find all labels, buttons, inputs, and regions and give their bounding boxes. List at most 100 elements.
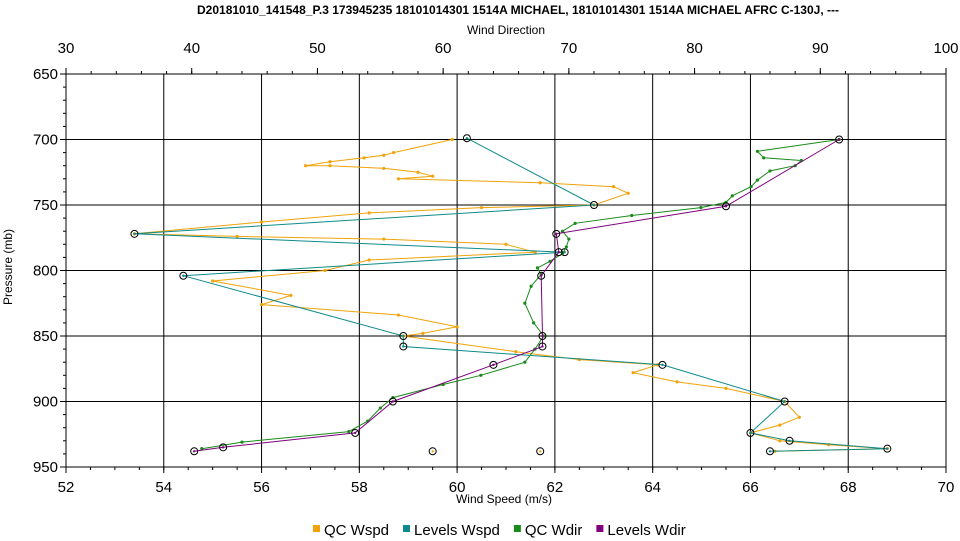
qc-wdir-point xyxy=(564,245,568,249)
legend-item-qc-wdir[interactable]: QC Wdir xyxy=(513,522,583,539)
y-tick-label: 950 xyxy=(33,459,58,476)
qc-wdir-point xyxy=(532,321,536,325)
levels-wdir-point xyxy=(538,332,547,340)
y-tick-label: 750 xyxy=(33,197,58,214)
qc-wspd-point xyxy=(611,185,616,189)
levels-wspd-point-center xyxy=(661,363,664,367)
levels-wspd-point xyxy=(130,229,139,238)
top-tick-label: 60 xyxy=(435,40,452,57)
levels-wdir-point xyxy=(554,248,563,257)
bottom-axis-label: Wind Speed (m/s) xyxy=(456,492,552,506)
qc-wspd-point xyxy=(428,447,437,456)
qc-wspd-point xyxy=(303,164,308,168)
qc-wdir-point xyxy=(529,284,533,288)
qc-wspd-point xyxy=(416,170,420,174)
qc-wspd-point xyxy=(382,166,386,170)
qc-wdir-point xyxy=(479,373,483,377)
qc-wspd-point xyxy=(235,234,239,239)
legend-label: QC Wspd xyxy=(324,522,389,539)
y-tick-label: 700 xyxy=(33,132,58,149)
qc-wspd-point xyxy=(382,237,386,241)
levels-wspd-point xyxy=(560,248,569,257)
qc-wdir-point xyxy=(378,406,382,410)
qc-wspd-point xyxy=(289,293,293,297)
qc-wspd-series xyxy=(428,447,545,456)
qc-wspd-point xyxy=(778,423,782,427)
series-layer xyxy=(130,134,892,456)
qc-wspd-point xyxy=(259,220,264,224)
qc-wdir-point xyxy=(567,237,571,241)
chart-title: D20181010_141548_P.3 173945235 181010143… xyxy=(197,3,839,17)
qc-wdir-point xyxy=(730,194,734,198)
legend[interactable]: QC Wspd Levels Wspd QC Wdir Levels Wdir xyxy=(313,522,686,539)
qc-wspd-point xyxy=(479,206,484,210)
top-tick-label: 80 xyxy=(686,40,703,57)
levels-wspd-point xyxy=(785,436,794,445)
qc-wspd-point xyxy=(367,211,371,215)
top-tick-label: 100 xyxy=(933,40,958,57)
levels-wspd-point xyxy=(399,342,408,351)
levels-wspd-point xyxy=(883,444,892,453)
qc-wdir-point xyxy=(535,266,540,270)
top-tick-label: 90 xyxy=(812,40,829,57)
legend-item-levels-wdir[interactable]: Levels Wdir xyxy=(596,522,686,539)
levels-wdir-point-center xyxy=(557,250,560,254)
legend-label: Levels Wspd xyxy=(414,522,500,539)
levels-wdir-point xyxy=(190,447,199,456)
qc-wdir-point xyxy=(347,430,351,434)
levels-wdir-point xyxy=(538,342,547,351)
levels-wspd-series xyxy=(130,134,892,456)
qc-wspd-point xyxy=(367,258,371,262)
levels-wspd-point xyxy=(462,134,471,143)
bottom-tick-label: 70 xyxy=(938,479,955,496)
qc-wspd-point xyxy=(514,350,518,354)
qc-wspd-point xyxy=(450,137,454,142)
qc-wdir-line xyxy=(201,139,840,450)
legend-item-levels-wspd[interactable]: Levels Wspd xyxy=(403,522,500,539)
levels-wdir-point xyxy=(388,397,397,406)
qc-wspd-point-center xyxy=(539,450,542,453)
levels-wspd-point-center xyxy=(182,274,185,277)
qc-wdir-point xyxy=(560,229,565,233)
top-axis-label: Wind Direction xyxy=(467,23,545,37)
levels-wdir-point-center xyxy=(492,363,495,367)
levels-wdir-point-center xyxy=(724,205,728,208)
bottom-tick-label: 60 xyxy=(449,479,466,496)
levels-wdir-point-center xyxy=(221,446,225,449)
levels-wdir-point xyxy=(835,135,844,144)
levels-wspd-point-center xyxy=(592,203,596,207)
qc-wspd-point xyxy=(396,313,401,317)
levels-wspd-point xyxy=(780,397,789,406)
legend-label: Levels Wdir xyxy=(607,522,685,539)
levels-wspd-point xyxy=(179,271,188,280)
levels-wdir-point-center xyxy=(837,138,841,141)
bottom-tick-label: 52 xyxy=(58,479,75,496)
qc-wdir-point xyxy=(630,213,634,218)
legend-swatch xyxy=(313,525,320,532)
qc-wspd-point xyxy=(382,153,386,157)
qc-wdir-point xyxy=(749,185,753,189)
bottom-tick-label: 66 xyxy=(742,479,759,496)
levels-wdir-point xyxy=(537,271,546,280)
qc-wdir-point xyxy=(699,206,703,210)
levels-wdir-point xyxy=(219,443,228,452)
qc-wspd-point xyxy=(455,325,459,329)
legend-swatch xyxy=(596,525,604,532)
qc-wspd-point xyxy=(259,302,264,307)
legend-item-qc-wspd[interactable]: QC Wspd xyxy=(313,522,389,539)
y-tick-label: 850 xyxy=(33,328,58,345)
qc-wdir-point xyxy=(523,360,527,364)
levels-wspd-point xyxy=(746,428,755,437)
levels-wspd-point xyxy=(766,447,774,456)
qc-wspd-point xyxy=(323,268,327,273)
levels-wdir-point-center xyxy=(391,400,395,403)
qc-wspd-point xyxy=(538,181,542,185)
qc-wspd-point xyxy=(396,177,401,181)
qc-wdir-point xyxy=(768,169,772,173)
levels-wspd-point xyxy=(399,332,408,340)
levels-wdir-point-center xyxy=(353,431,357,435)
levels-wdir-series xyxy=(190,135,844,456)
bottom-tick-label: 54 xyxy=(155,479,172,496)
qc-wspd-point xyxy=(631,371,635,375)
